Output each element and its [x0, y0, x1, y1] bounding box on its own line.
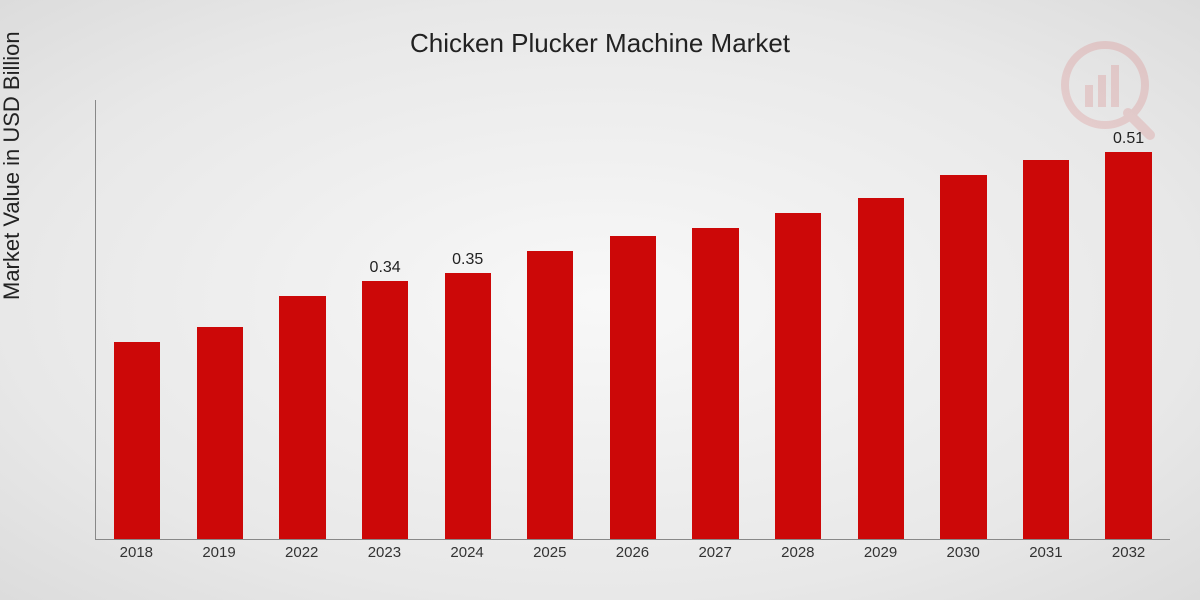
x-tick-label: 2018 — [95, 544, 178, 561]
bar-slot — [922, 100, 1005, 539]
y-axis-label: Market Value in USD Billion — [0, 31, 25, 300]
x-tick-label: 2032 — [1087, 544, 1170, 561]
bar: 0.34 — [362, 281, 408, 539]
bar — [940, 175, 986, 539]
bar-slot — [179, 100, 262, 539]
bar-value-label: 0.51 — [1105, 130, 1151, 148]
bar-slot: 0.35 — [426, 100, 509, 539]
bar — [610, 236, 656, 539]
bar: 0.35 — [445, 273, 491, 539]
bar — [114, 342, 160, 539]
x-tick-label: 2019 — [178, 544, 261, 561]
bars-container: 0.34 0.35 0.51 — [95, 100, 1170, 540]
bar-slot — [509, 100, 592, 539]
bar-slot — [757, 100, 840, 539]
bar — [1023, 160, 1069, 539]
bar-slot: 0.51 — [1087, 100, 1170, 539]
bar — [692, 228, 738, 539]
x-tick-label: 2023 — [343, 544, 426, 561]
bar — [197, 327, 243, 539]
x-axis: 2018201920222023202420252026202720282029… — [95, 544, 1170, 561]
x-tick-label: 2025 — [508, 544, 591, 561]
x-tick-label: 2029 — [839, 544, 922, 561]
x-tick-label: 2026 — [591, 544, 674, 561]
x-tick-label: 2022 — [260, 544, 343, 561]
bar — [858, 198, 904, 539]
bar: 0.51 — [1105, 152, 1151, 539]
x-tick-label: 2031 — [1005, 544, 1088, 561]
bar — [775, 213, 821, 539]
x-tick-label: 2027 — [674, 544, 757, 561]
bar-slot — [96, 100, 179, 539]
x-tick-label: 2028 — [757, 544, 840, 561]
chart-title: Chicken Plucker Machine Market — [0, 28, 1200, 59]
bar-value-label: 0.35 — [445, 251, 491, 269]
bar-slot — [674, 100, 757, 539]
bar — [527, 251, 573, 539]
bar-slot — [592, 100, 675, 539]
bar-slot — [1005, 100, 1088, 539]
bar-slot — [261, 100, 344, 539]
x-tick-label: 2024 — [426, 544, 509, 561]
plot-area: 0.34 0.35 0.51 — [95, 100, 1170, 540]
bar — [279, 296, 325, 539]
x-tick-label: 2030 — [922, 544, 1005, 561]
bar-slot: 0.34 — [344, 100, 427, 539]
bar-value-label: 0.34 — [362, 259, 408, 277]
bar-slot — [839, 100, 922, 539]
